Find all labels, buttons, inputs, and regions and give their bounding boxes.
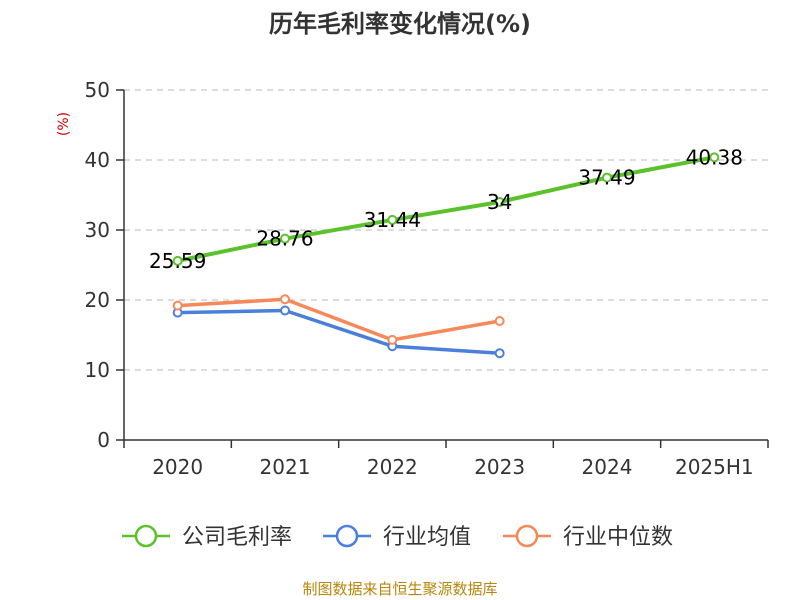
data-label: 34 — [487, 190, 512, 214]
x-tick-label: 2021 — [260, 455, 311, 479]
y-axis-unit: (%) — [56, 112, 72, 136]
series-line — [175, 155, 717, 263]
y-tick-label: 20 — [85, 288, 110, 312]
y-tick-label: 10 — [85, 358, 110, 382]
data-point — [709, 152, 720, 163]
legend-item: 公司毛利率 — [122, 524, 292, 550]
y-tick-label: 40 — [85, 148, 110, 172]
data-point — [172, 255, 183, 266]
chart-title: 历年毛利率变化情况(%) — [269, 10, 531, 38]
data-point — [494, 197, 505, 207]
legend-marker — [335, 524, 359, 548]
x-tick-label: 2020 — [152, 455, 203, 479]
data-point — [387, 214, 398, 225]
data-point — [494, 348, 505, 359]
series-line — [175, 297, 502, 342]
data-point — [387, 334, 398, 345]
data-label: 25.59 — [149, 249, 206, 273]
data-label: 28.76 — [256, 227, 313, 251]
data-point — [280, 294, 290, 305]
series-line — [175, 308, 502, 355]
series-points — [172, 152, 720, 359]
data-point — [280, 233, 290, 244]
series-lines — [175, 155, 717, 355]
data-labels: 25.59 28.76 31.44 34 37.49 40.38 — [149, 145, 743, 273]
legend-label: 公司毛利率 — [182, 525, 292, 550]
legend-marker — [515, 524, 539, 548]
data-point — [494, 316, 505, 326]
legend: 公司毛利率 行业均值 行业中位数 — [122, 524, 673, 550]
x-tick-label: 2025H1 — [675, 455, 754, 479]
legend-label: 行业均值 — [383, 525, 471, 550]
y-tick-label: 0 — [97, 428, 110, 452]
y-tick-label: 30 — [85, 218, 110, 242]
source-note: 制图数据来自恒生聚源数据库 — [302, 580, 497, 598]
x-tick-label: 2023 — [474, 455, 525, 479]
gridlines — [124, 89, 768, 371]
data-point — [172, 300, 183, 311]
y-axis-ticks: 0 10 20 30 40 50 — [85, 78, 110, 452]
legend-marker — [134, 524, 158, 548]
legend-label: 行业中位数 — [563, 525, 673, 550]
data-label: 31.44 — [364, 208, 421, 232]
data-point — [280, 305, 290, 316]
data-label: 40.38 — [686, 145, 743, 169]
x-axis-ticks: 2020 2021 2022 2023 2024 2025H1 — [152, 455, 753, 479]
legend-item: 行业均值 — [323, 524, 471, 550]
data-label: 37.49 — [578, 166, 635, 190]
x-tick-label: 2024 — [582, 455, 633, 479]
x-tick-label: 2022 — [367, 455, 418, 479]
y-tick-label: 50 — [85, 78, 110, 102]
legend-item: 行业中位数 — [503, 524, 673, 550]
axes — [116, 89, 769, 448]
data-point — [602, 172, 612, 183]
